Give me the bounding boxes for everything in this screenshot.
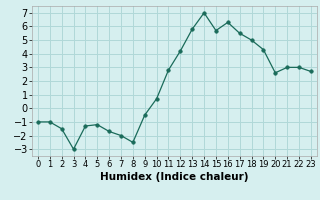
X-axis label: Humidex (Indice chaleur): Humidex (Indice chaleur) (100, 172, 249, 182)
